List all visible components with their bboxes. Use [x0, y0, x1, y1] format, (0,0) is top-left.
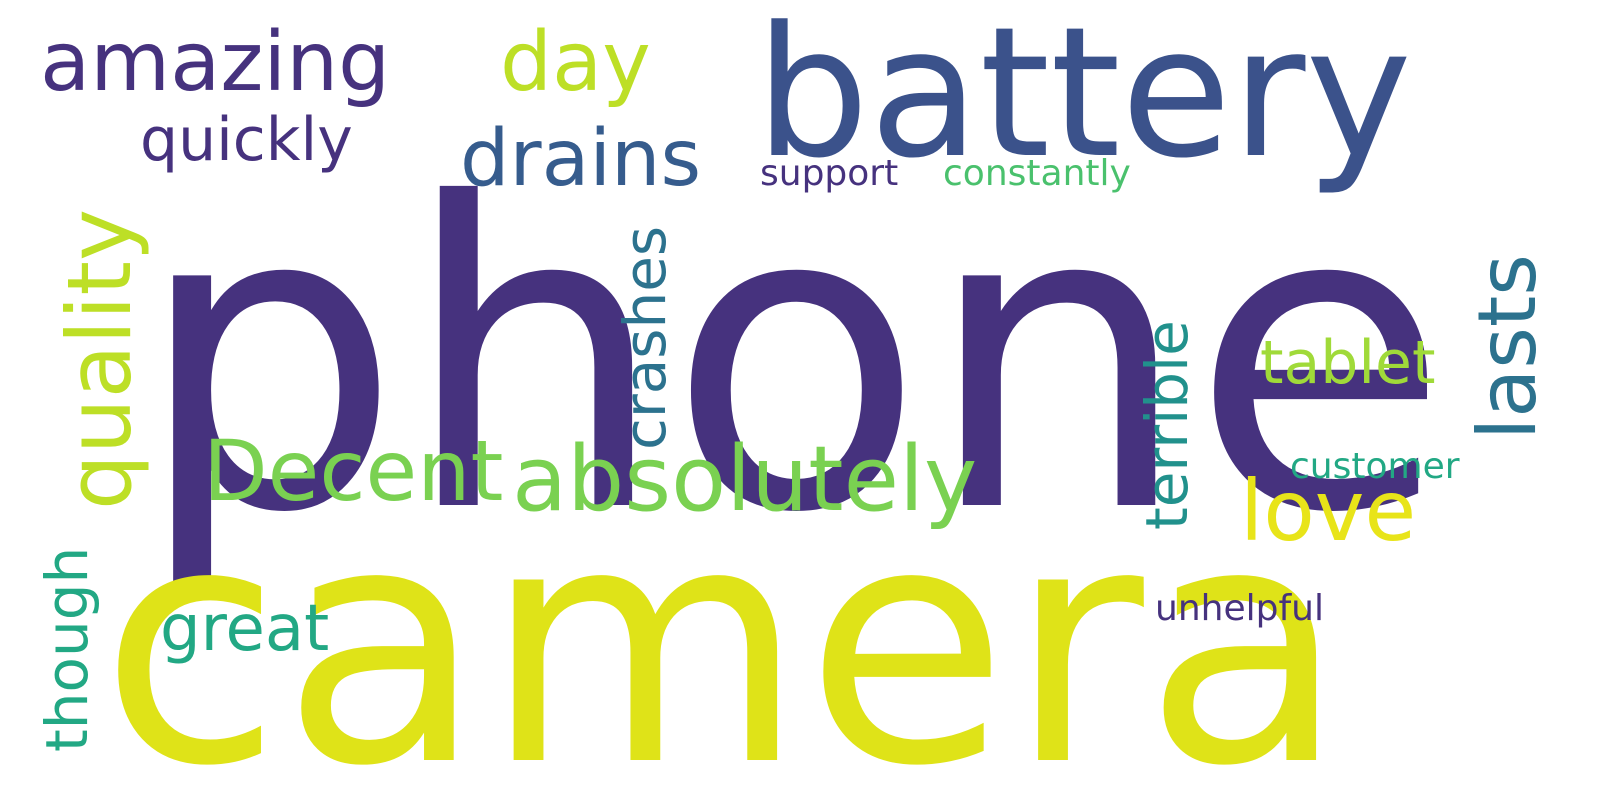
word-constantly: constantly — [943, 153, 1131, 194]
word-decent: Decent — [203, 422, 503, 520]
word-battery: battery — [755, 0, 1412, 198]
word-drains: drains — [460, 114, 701, 204]
word-love: love — [1240, 462, 1416, 560]
word-quality: quality — [48, 209, 151, 510]
word-customer: customer — [1290, 446, 1460, 487]
word-crashes: crashes — [611, 226, 679, 450]
word-terrible: terrible — [1133, 320, 1201, 530]
word-phone: phone — [135, 116, 1449, 605]
word-amazing: amazing — [40, 15, 390, 110]
word-support: support — [760, 153, 898, 194]
word-absolutely: absolutely — [512, 427, 977, 532]
word-day: day — [500, 15, 651, 110]
word-great: great — [160, 592, 329, 666]
word-quickly: quickly — [140, 105, 353, 175]
word-camera: camera — [100, 454, 1346, 800]
word-though: though — [33, 547, 101, 752]
word-unhelpful: unhelpful — [1155, 588, 1324, 629]
word-lasts: lasts — [1461, 254, 1554, 440]
word-tablet: tablet — [1260, 328, 1436, 398]
